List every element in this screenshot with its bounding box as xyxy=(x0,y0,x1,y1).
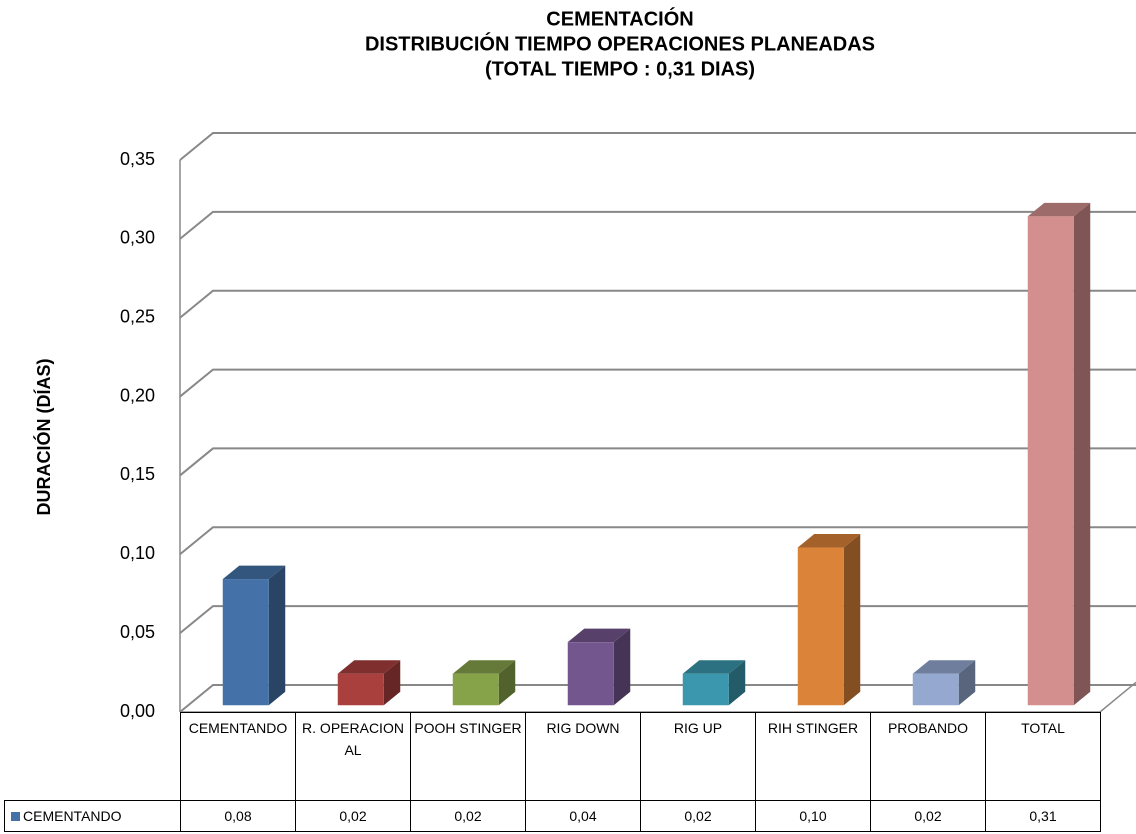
y-tick-label: 0,30 xyxy=(120,228,155,248)
data-label: 0,02 xyxy=(640,800,756,832)
grid-line xyxy=(179,605,1136,634)
bar-side xyxy=(268,565,286,706)
category-label: R. OPERACIONAL xyxy=(295,712,411,801)
bar-top xyxy=(912,660,976,674)
bar-top xyxy=(1027,202,1091,217)
bar-top xyxy=(797,534,861,548)
data-label: 0,08 xyxy=(180,800,296,832)
legend-label: CEMENTANDO xyxy=(23,808,122,824)
grid-line xyxy=(179,132,1136,161)
chart-title: (TOTAL TIEMPO : 0,31 DIAS) xyxy=(485,58,755,80)
bar-side xyxy=(958,660,976,706)
bar xyxy=(222,579,269,706)
bar xyxy=(567,642,614,706)
data-label: 0,02 xyxy=(410,800,526,832)
y-tick-label: 0,25 xyxy=(120,306,155,326)
bar-top xyxy=(337,660,401,674)
bar-top xyxy=(682,660,746,674)
bar-top xyxy=(567,628,631,643)
floor xyxy=(180,681,1136,713)
bar-side xyxy=(498,660,516,706)
legend-swatch xyxy=(11,812,20,821)
legend-cell: CEMENTANDO xyxy=(4,800,181,832)
grid-line xyxy=(179,289,1136,319)
y-tick-label: 0,05 xyxy=(120,622,155,642)
bar-side xyxy=(613,628,631,706)
grid-line xyxy=(179,526,1136,556)
data-label: 0,10 xyxy=(755,800,871,832)
grid-line xyxy=(179,368,1136,398)
grid-line xyxy=(179,210,1136,240)
category-label: POOH STINGER xyxy=(410,712,526,801)
chart-title: CEMENTACIÓN xyxy=(546,6,693,30)
category-label: RIG DOWN xyxy=(525,712,641,801)
bar-top xyxy=(222,565,286,580)
category-label: RIG UP xyxy=(640,712,756,801)
data-label: 0,02 xyxy=(870,800,986,832)
bar xyxy=(1027,216,1074,706)
chart-title: DISTRIBUCIÓN TIEMPO OPERACIONES PLANEADA… xyxy=(365,31,875,55)
data-label: 0,31 xyxy=(985,800,1101,832)
grid-line xyxy=(179,684,1136,713)
bar-side xyxy=(728,660,746,706)
bar xyxy=(797,547,844,706)
y-tick-label: 0,00 xyxy=(120,701,155,721)
bar xyxy=(912,673,959,706)
y-tick-label: 0,15 xyxy=(120,464,155,484)
data-label: 0,02 xyxy=(295,800,411,832)
bar-side xyxy=(843,534,861,706)
bar xyxy=(682,673,729,706)
bar xyxy=(337,673,384,706)
y-tick-label: 0,10 xyxy=(120,543,155,563)
y-tick-label: 0,35 xyxy=(120,149,155,169)
bar xyxy=(452,673,499,706)
category-label: TOTAL xyxy=(985,712,1101,801)
y-tick-label: 0,20 xyxy=(120,385,155,405)
y-axis-label: DURACIÓN (DÍAS) xyxy=(33,359,54,516)
data-label: 0,04 xyxy=(525,800,641,832)
grid-line xyxy=(179,447,1136,477)
bar-side xyxy=(383,660,401,706)
category-label: RIH STINGER xyxy=(755,712,871,801)
bar-top xyxy=(452,660,516,674)
category-label: CEMENTANDO xyxy=(180,712,296,801)
bar-side xyxy=(1073,202,1091,706)
category-label: PROBANDO xyxy=(870,712,986,801)
